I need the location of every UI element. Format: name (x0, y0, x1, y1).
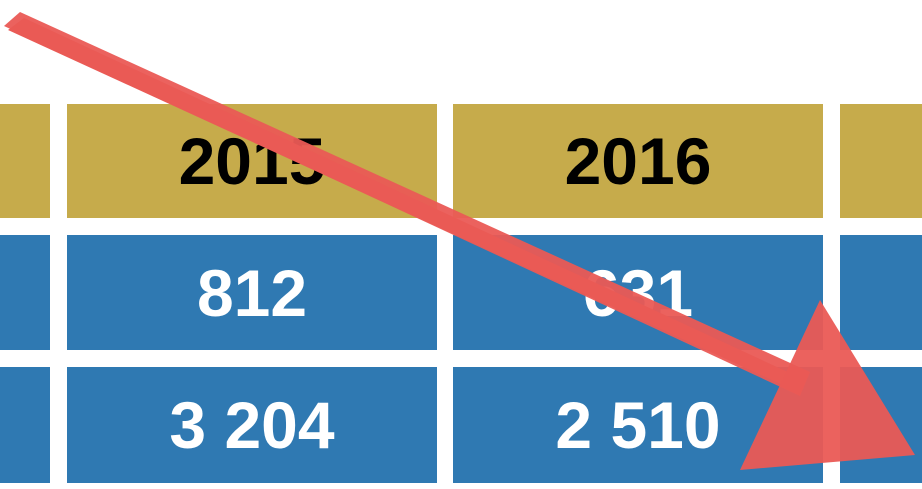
arrow-head (740, 300, 915, 470)
arrow-shaft (8, 18, 805, 392)
page: 2015 2016 812 631 3 204 2 510 (() => { c… (0, 0, 922, 489)
arrow-overlay (0, 0, 922, 489)
